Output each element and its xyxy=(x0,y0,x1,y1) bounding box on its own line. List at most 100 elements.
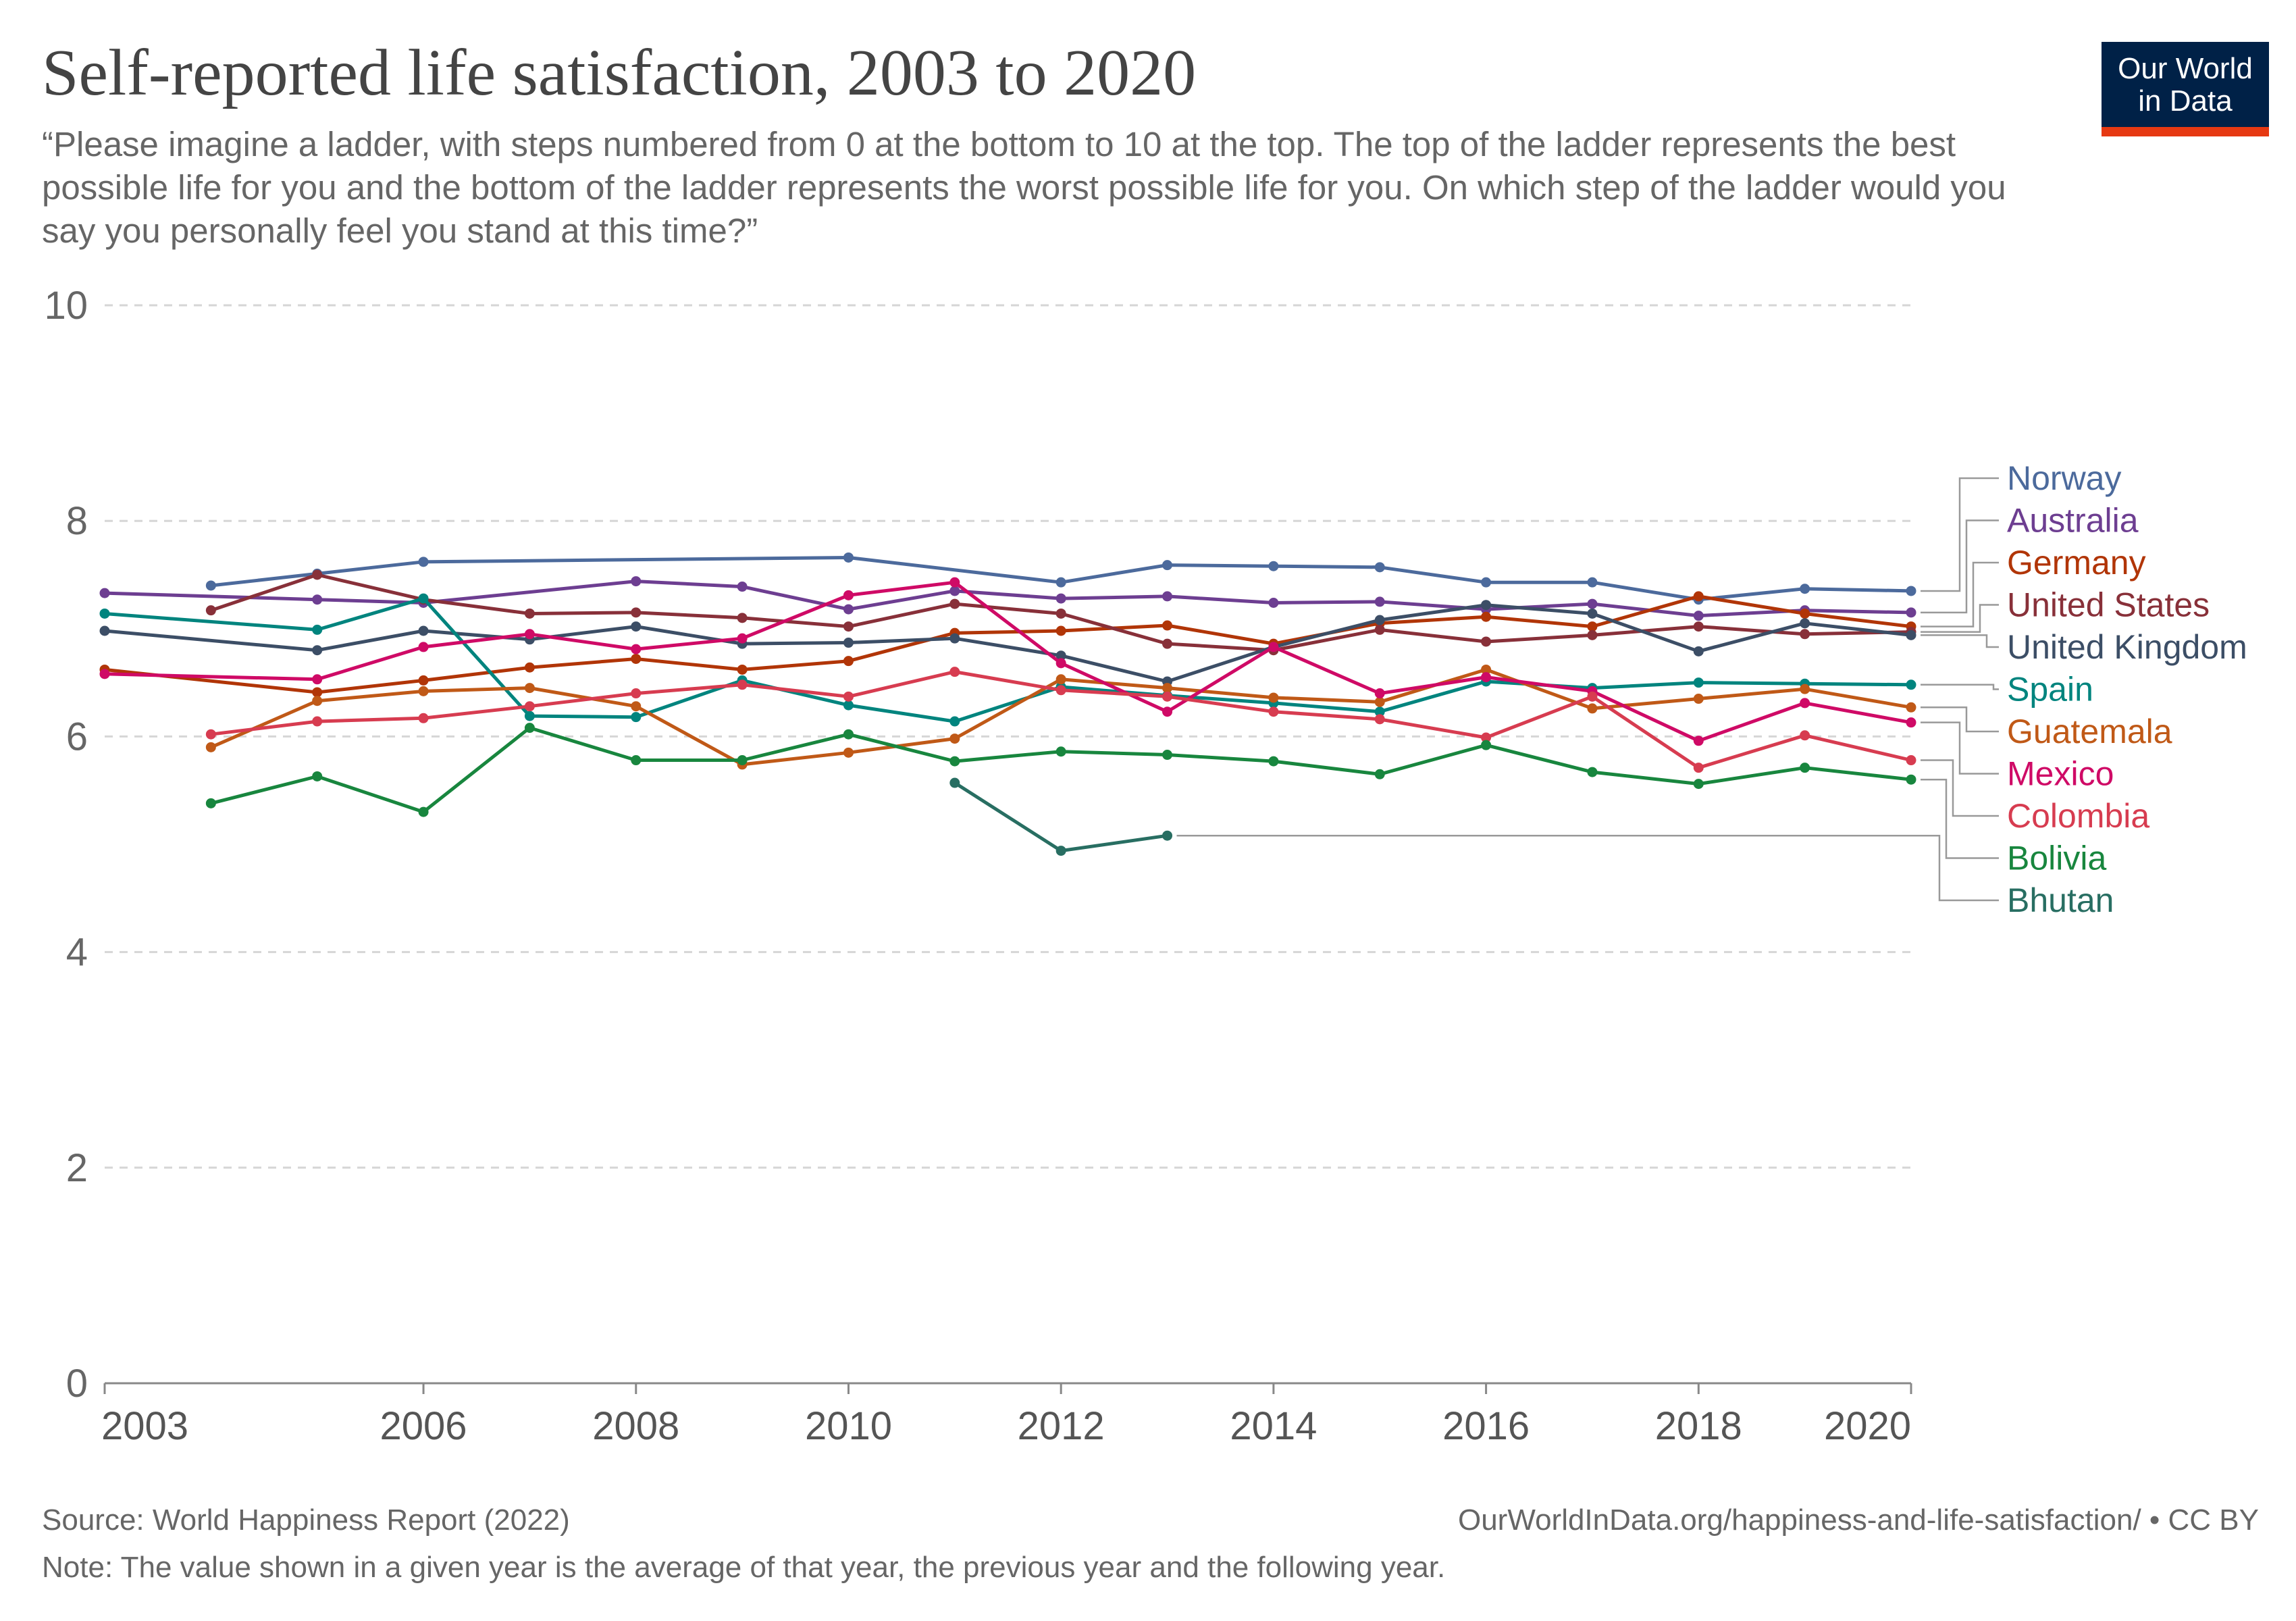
data-point xyxy=(99,669,110,679)
data-point xyxy=(1481,636,1492,647)
data-point xyxy=(1906,755,1916,766)
data-point xyxy=(1693,736,1704,746)
data-point xyxy=(1693,779,1704,790)
data-point xyxy=(1055,846,1066,856)
data-point xyxy=(1374,769,1385,779)
legend-connector xyxy=(1921,759,1999,817)
data-point xyxy=(1693,763,1704,773)
legend-connector xyxy=(1921,634,1999,648)
y-tick-label: 4 xyxy=(66,931,88,975)
x-tick-label: 2018 xyxy=(1655,1404,1742,1448)
url-link[interactable]: OurWorldInData.org/happiness-and-life-sa… xyxy=(1457,1503,2259,1537)
data-point xyxy=(1587,767,1598,777)
legend-label-guatemala: Guatemala xyxy=(2007,713,2172,750)
data-point xyxy=(631,701,642,712)
series-line-australia xyxy=(104,580,1912,618)
data-point xyxy=(949,734,960,744)
x-tick-label: 2012 xyxy=(1018,1404,1105,1448)
data-point xyxy=(737,755,748,766)
data-point xyxy=(524,629,535,640)
data-point xyxy=(949,598,960,609)
data-point xyxy=(631,621,642,632)
data-point xyxy=(1055,658,1066,669)
series-line-bhutan xyxy=(954,781,1168,853)
data-point xyxy=(1481,664,1492,675)
y-tick-label: 0 xyxy=(66,1362,88,1406)
data-point xyxy=(737,679,748,690)
data-point xyxy=(524,723,535,734)
data-point xyxy=(205,742,216,752)
x-tick-label: 2016 xyxy=(1442,1404,1530,1448)
data-point xyxy=(312,674,323,685)
data-point xyxy=(1587,598,1598,609)
data-point xyxy=(631,688,642,699)
chart-title: Self-reported life satisfaction, 2003 to… xyxy=(42,36,1197,109)
data-point xyxy=(1162,683,1173,694)
data-point xyxy=(1055,608,1066,619)
data-point xyxy=(843,552,854,563)
data-point xyxy=(1906,607,1916,618)
data-point xyxy=(949,577,960,588)
legend-label-norway: Norway xyxy=(2007,459,2121,497)
data-point xyxy=(737,633,748,644)
data-point xyxy=(1055,650,1066,661)
data-point xyxy=(1055,685,1066,696)
data-point xyxy=(1374,624,1385,635)
data-point xyxy=(1587,629,1598,640)
data-point xyxy=(1162,691,1173,702)
data-point xyxy=(1800,618,1810,629)
logo-accent-bar xyxy=(2102,127,2269,136)
data-point xyxy=(949,716,960,727)
legend-label-germany: Germany xyxy=(2007,544,2146,582)
data-point xyxy=(1693,591,1704,602)
y-tick-label: 8 xyxy=(66,499,88,543)
legend-label-bhutan: Bhutan xyxy=(2007,881,2114,919)
data-point xyxy=(1693,646,1704,657)
x-tick-label: 2020 xyxy=(1824,1404,1911,1448)
owid-logo[interactable]: Our World in Data xyxy=(2102,42,2269,136)
legend-label-bolivia: Bolivia xyxy=(2007,840,2106,877)
y-tick-label: 2 xyxy=(66,1146,88,1190)
data-point xyxy=(524,701,535,712)
data-point xyxy=(843,604,854,615)
data-point xyxy=(1055,746,1066,757)
data-point xyxy=(1800,763,1810,773)
data-point xyxy=(418,806,429,817)
data-point xyxy=(1374,688,1385,699)
data-point xyxy=(631,644,642,654)
legend-connector xyxy=(1921,778,1999,859)
data-point xyxy=(418,593,429,604)
data-point xyxy=(737,613,748,623)
logo-line-2: in Data xyxy=(2138,84,2233,118)
data-point xyxy=(1055,577,1066,588)
data-point xyxy=(205,798,216,808)
data-point xyxy=(1693,621,1704,632)
legend-connector xyxy=(1921,477,1999,592)
legend-label-colombia: Colombia xyxy=(2007,797,2149,835)
data-point xyxy=(99,608,110,619)
legend-connector xyxy=(1921,721,1999,775)
data-point xyxy=(1268,561,1279,571)
data-point xyxy=(1055,674,1066,685)
x-tick-label: 2006 xyxy=(380,1404,467,1448)
data-point xyxy=(1055,593,1066,604)
series-line-mexico xyxy=(104,580,1912,743)
data-point xyxy=(1800,684,1810,694)
data-point xyxy=(1268,706,1279,717)
legend-label-united-kingdom: United Kingdom xyxy=(2007,628,2247,666)
legend-label-australia: Australia xyxy=(2007,502,2139,540)
data-point xyxy=(843,590,854,600)
y-tick-label: 10 xyxy=(44,284,88,328)
legend-connector xyxy=(1921,604,1999,633)
data-point xyxy=(1693,611,1704,621)
data-point xyxy=(418,557,429,567)
data-point xyxy=(843,638,854,648)
data-point xyxy=(631,755,642,766)
data-point xyxy=(1374,706,1385,717)
data-point xyxy=(1374,615,1385,625)
data-point xyxy=(418,642,429,652)
note-text: Note: The value shown in a given year is… xyxy=(42,1551,1446,1584)
legend-label-united-states: United States xyxy=(2007,586,2210,624)
data-point xyxy=(843,656,854,667)
